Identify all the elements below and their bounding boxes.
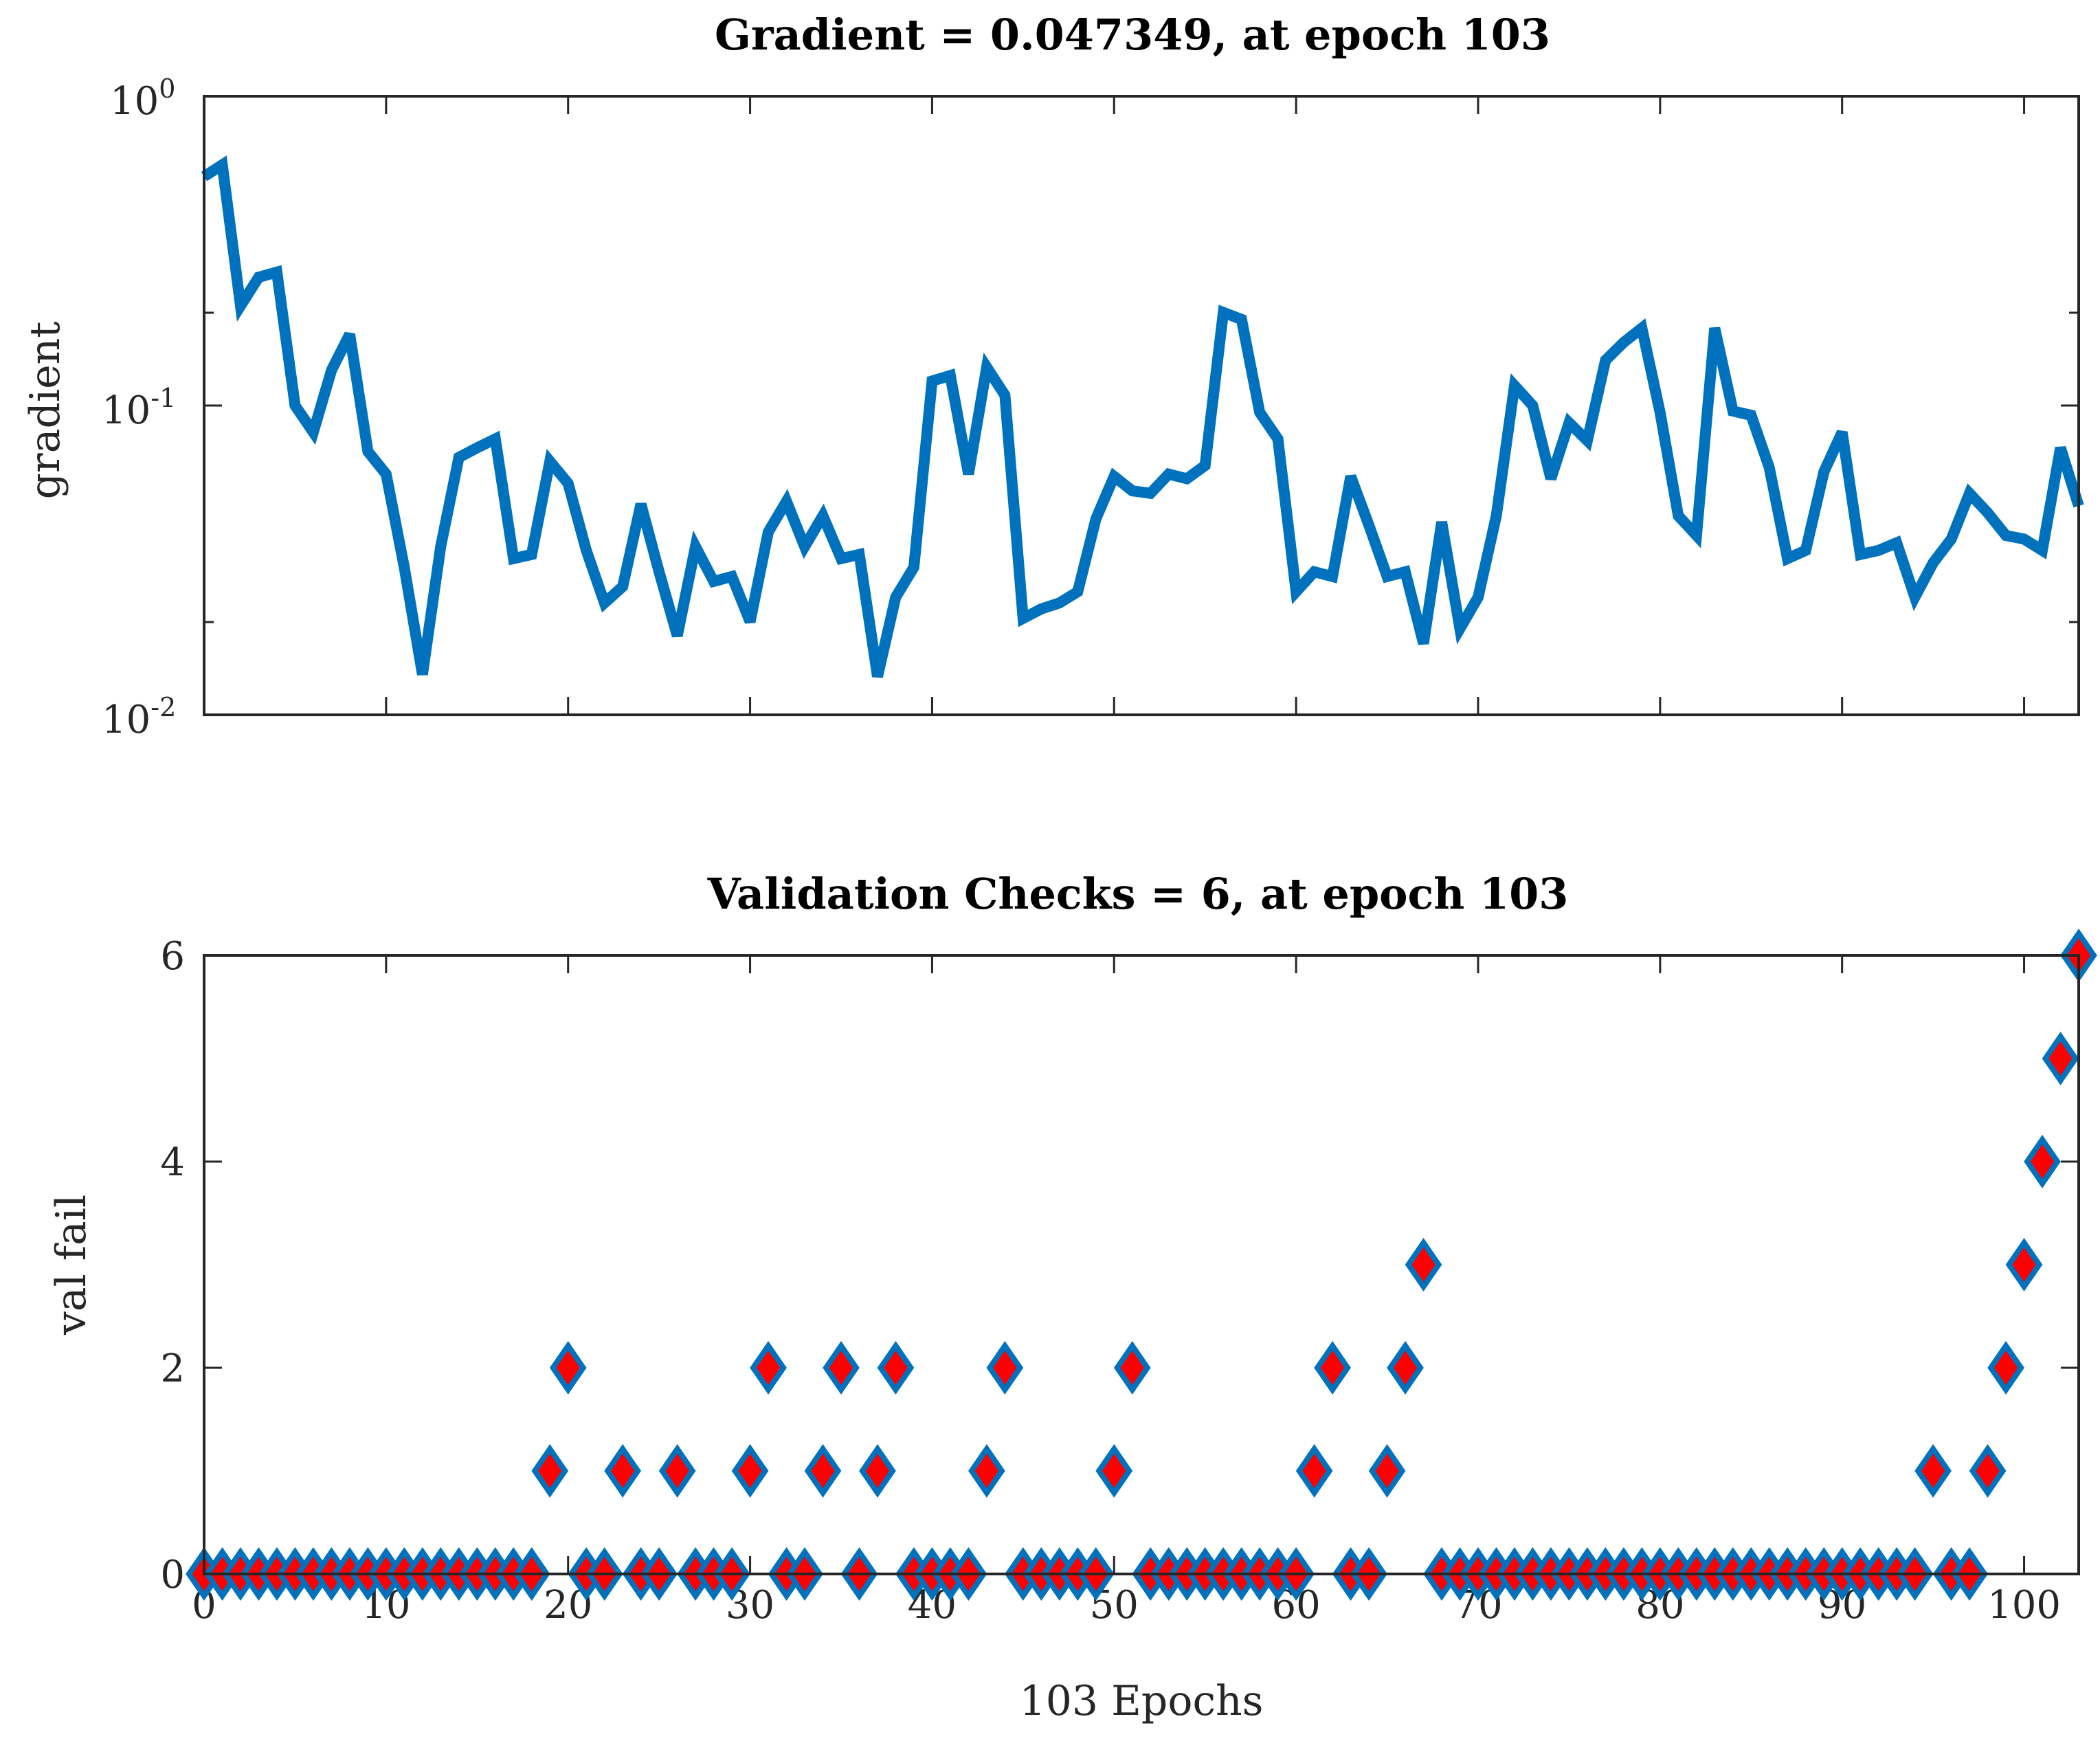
valfail-marker bbox=[986, 1340, 1024, 1395]
valfail-marker bbox=[2005, 1237, 2043, 1292]
valfail-marker bbox=[859, 1443, 896, 1498]
valfail-marker bbox=[1314, 1340, 1351, 1395]
ytick-label: 2 bbox=[160, 1346, 185, 1391]
valfail-marker bbox=[1969, 1443, 2007, 1498]
valfail-marker bbox=[2024, 1134, 2061, 1189]
xtick-label: 100 bbox=[1987, 1583, 2061, 1628]
valfail-marker bbox=[1095, 1443, 1133, 1498]
valfail-marker bbox=[531, 1443, 569, 1498]
gradient-axes-box bbox=[203, 95, 2080, 716]
gradient-title: Gradient = 0.047349, at epoch 103 bbox=[715, 10, 1550, 60]
gradient-ylabel: gradient bbox=[21, 322, 69, 500]
gradient-y-ticks bbox=[204, 95, 2079, 716]
valfail-marker bbox=[549, 1340, 587, 1395]
valfail-marker bbox=[1368, 1443, 1406, 1498]
valfail-marker bbox=[1987, 1340, 2024, 1395]
valfail-marker bbox=[1295, 1443, 1333, 1498]
valfail-axes-box bbox=[203, 954, 2080, 1575]
valfail-xlabel: 103 Epochs bbox=[1020, 1677, 1264, 1725]
valfail-marker bbox=[1914, 1443, 1952, 1498]
valfail-marker bbox=[968, 1443, 1005, 1498]
ytick-label: 0 bbox=[160, 1553, 185, 1597]
valfail-ylabel: val fail bbox=[47, 1195, 96, 1335]
valfail-marker bbox=[750, 1340, 787, 1395]
ytick-label-1e-2: 10-2 bbox=[102, 692, 176, 742]
gradient-x-ticks bbox=[203, 96, 2026, 715]
valfail-marker bbox=[2042, 1031, 2079, 1086]
ytick-label-1e-1: 10-1 bbox=[102, 383, 176, 433]
valfail-marker bbox=[658, 1443, 696, 1498]
valfail-marker bbox=[877, 1340, 915, 1395]
valfail-title: Validation Checks = 6, at epoch 103 bbox=[707, 869, 1569, 919]
valfail-marker bbox=[1387, 1340, 1424, 1395]
valfail-markers bbox=[186, 928, 2097, 1601]
gradient-series-line bbox=[201, 155, 2084, 678]
valfail-panel: Validation Checks = 6, at epoch 103 val … bbox=[47, 869, 2097, 1725]
valfail-marker bbox=[1405, 1237, 1442, 1292]
ytick-label: 6 bbox=[160, 934, 185, 979]
gradient-panel: Gradient = 0.047349, at epoch 103 gradie… bbox=[21, 10, 2084, 742]
ytick-label-1e0: 100 bbox=[110, 74, 175, 124]
valfail-marker bbox=[604, 1443, 642, 1498]
gradient-ytick-labels: 10-2 10-1 100 bbox=[102, 74, 176, 742]
valfail-marker bbox=[804, 1443, 842, 1498]
valfail-marker bbox=[823, 1340, 860, 1395]
ytick-label: 4 bbox=[160, 1140, 185, 1185]
valfail-marker bbox=[1113, 1340, 1151, 1395]
valfail-marker bbox=[731, 1443, 769, 1498]
